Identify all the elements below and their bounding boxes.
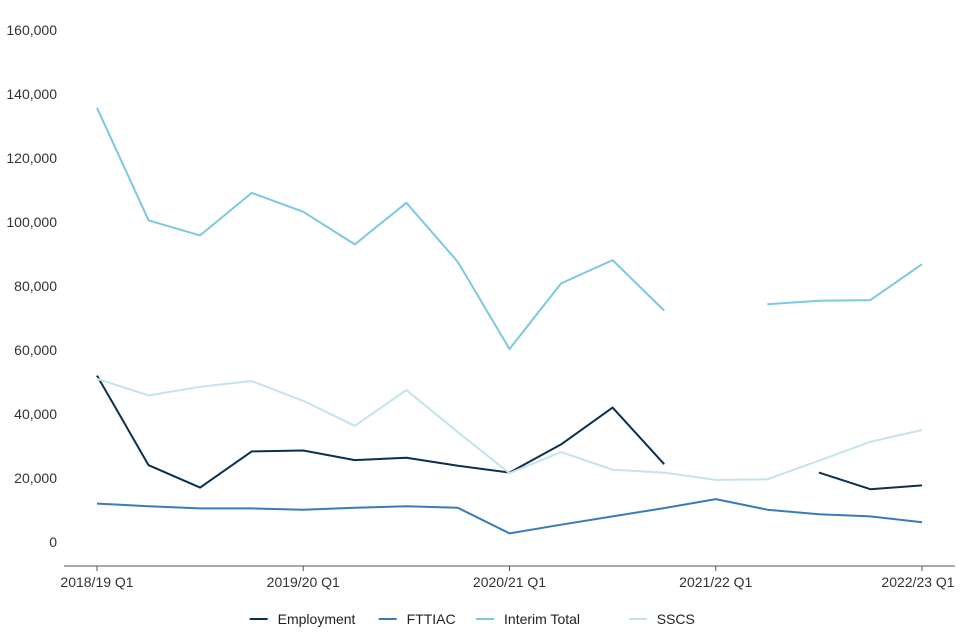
y-tick-label: 140,000 <box>6 86 57 102</box>
x-tick-label: 2019/20 Q1 <box>267 574 340 590</box>
x-tick-label: 2018/19 Q1 <box>60 574 133 590</box>
y-axis: 0 20,000 40,000 60,000 80,000 100,000 120,000 1… <box>6 22 57 550</box>
series-fttiac <box>96 498 923 535</box>
series-layer <box>96 107 923 535</box>
legend-item: Interim Total <box>476 611 580 627</box>
y-tick-label: 120,000 <box>6 150 57 166</box>
x-axis: 2018/19 Q1 2019/20 Q1 2020/21 Q1 2021/22 Q1… <box>60 566 955 590</box>
x-tick-label: 2021/22 Q1 <box>679 574 752 590</box>
y-tick-label: 0 <box>49 534 57 550</box>
legend-item: SSCS <box>628 611 695 627</box>
y-tick-label: 100,000 <box>6 214 57 230</box>
x-tick-label: 2020/21 Q1 <box>473 574 546 590</box>
legend-item: Employment <box>249 611 356 627</box>
legend: Employment FTTIAC Interim Total SSCS <box>249 611 695 627</box>
series-employment <box>96 375 923 491</box>
legend-item: FTTIAC <box>378 611 456 627</box>
series-line <box>96 377 923 481</box>
y-tick-label: 80,000 <box>14 278 57 294</box>
series-line <box>96 107 665 350</box>
y-tick-label: 160,000 <box>6 22 57 38</box>
legend-label: Interim Total <box>504 611 580 627</box>
series-sscs <box>96 377 923 481</box>
y-tick-label: 20,000 <box>14 470 57 486</box>
legend-label: Employment <box>278 611 356 627</box>
y-tick-label: 60,000 <box>14 342 57 358</box>
series-line <box>818 471 923 491</box>
series-interim-total <box>96 107 923 350</box>
legend-label: SSCS <box>657 611 695 627</box>
y-tick-label: 40,000 <box>14 406 57 422</box>
legend-label: FTTIAC <box>407 611 456 627</box>
series-line <box>96 375 665 489</box>
x-tick-label: 2022/23 Q1 <box>881 574 954 590</box>
series-line <box>767 263 923 306</box>
series-line <box>96 498 923 535</box>
